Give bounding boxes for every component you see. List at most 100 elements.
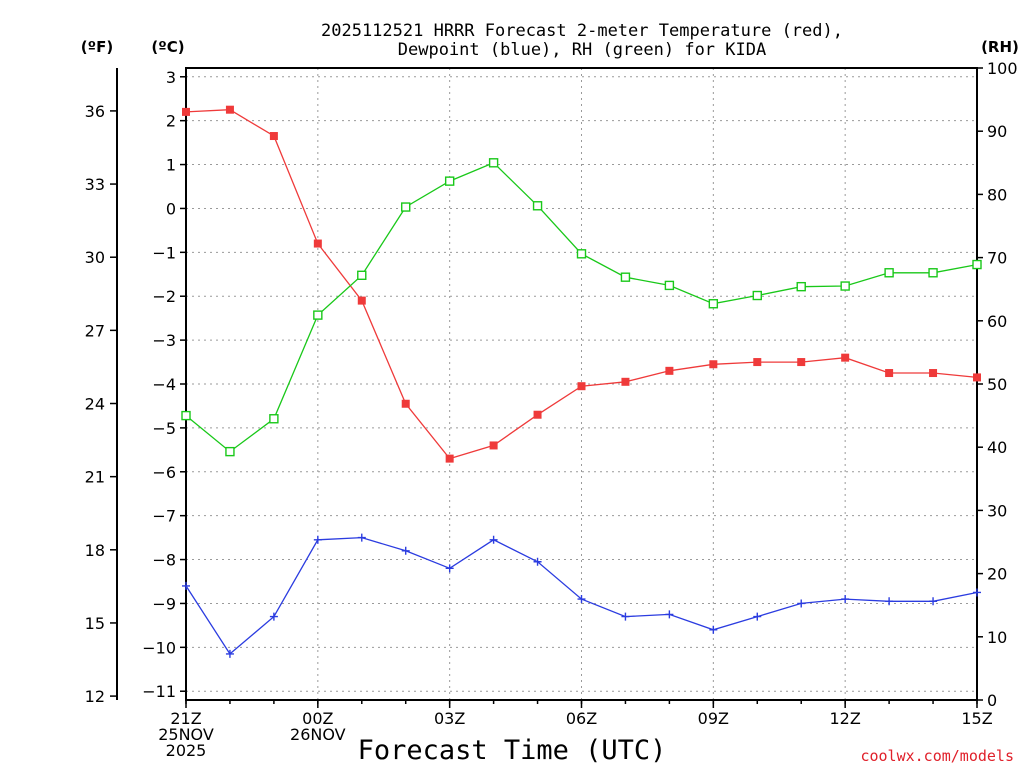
temperature-point <box>269 132 278 141</box>
fahrenheit-unit-label: (ºF) <box>81 38 113 56</box>
rh-unit-label: (RH) <box>981 38 1019 56</box>
rh-tick-label: 50 <box>987 375 1007 394</box>
dewpoint-point <box>577 595 586 604</box>
rh-tick-label: 30 <box>987 501 1007 520</box>
celsius-tick-label: −1 <box>152 243 176 262</box>
temperature-point <box>973 373 981 382</box>
axes: 3210−1−2−3−4−5−6−7−8−9−10−11363330272421… <box>85 59 1018 760</box>
x-tick-label: 09Z <box>698 709 729 728</box>
dewpoint-point <box>929 597 938 606</box>
rh-point <box>840 281 850 291</box>
rh-tick-label: 100 <box>987 59 1018 78</box>
rh-tick-label: 20 <box>987 565 1007 584</box>
celsius-tick-label: 3 <box>166 68 176 87</box>
rh-tick-label: 60 <box>987 312 1007 331</box>
dewpoint-point <box>797 599 806 608</box>
rh-point <box>532 201 543 211</box>
temperature-point <box>753 358 762 367</box>
chart-title-line-1: 2025112521 HRRR Forecast 2-meter Tempera… <box>321 21 843 41</box>
rh-point <box>357 270 367 280</box>
x-tick-label: 26NOV <box>290 725 346 744</box>
fahrenheit-tick-label: 27 <box>85 321 105 340</box>
dewpoint-point <box>269 612 278 621</box>
dewpoint-point <box>709 625 718 634</box>
celsius-tick-label: −8 <box>152 551 176 570</box>
fahrenheit-tick-label: 24 <box>85 395 105 414</box>
dewpoint-point <box>182 581 190 590</box>
celsius-tick-label: 0 <box>166 199 176 218</box>
dewpoint-point <box>401 546 410 555</box>
dewpoint-point <box>357 533 366 542</box>
temperature-point <box>533 410 542 419</box>
celsius-tick-label: −4 <box>152 375 176 394</box>
rh-tick-label: 0 <box>987 691 997 710</box>
temperature-point <box>489 441 498 450</box>
dewpoint-point <box>533 557 542 566</box>
temperature-point <box>225 105 234 114</box>
x-tick-label: 2025 <box>166 741 207 760</box>
temperature-point <box>313 239 322 248</box>
x-tick-label: 06Z <box>566 709 597 728</box>
rh-point <box>972 259 982 270</box>
temperature-point <box>885 369 894 378</box>
title: 2025112521 HRRR Forecast 2-meter Tempera… <box>321 21 843 60</box>
dewpoint-point <box>885 597 894 606</box>
celsius-tick-label: −7 <box>152 507 176 526</box>
rh-point <box>401 202 411 212</box>
rh-point <box>488 158 499 168</box>
x-tick-label: 00Z <box>302 709 333 728</box>
temperature-point <box>797 358 806 367</box>
rh-tick-label: 40 <box>987 438 1007 457</box>
temperature-point <box>357 296 366 305</box>
dewpoint-point <box>313 535 322 544</box>
chart-title-line-2: Dewpoint (blue), RH (green) for KIDA <box>398 40 766 60</box>
dewpoint-point <box>973 588 981 597</box>
rh-point <box>313 310 323 320</box>
fahrenheit-tick-label: 36 <box>85 102 105 121</box>
x-tick-label: 03Z <box>434 709 465 728</box>
x-axis-label: Forecast Time (UTC) <box>358 735 667 766</box>
data-series <box>181 105 982 658</box>
rh-point <box>928 268 938 278</box>
temperature-point <box>665 366 674 375</box>
temperature-point <box>929 369 938 378</box>
celsius-tick-label: −5 <box>152 419 176 438</box>
rh-tick-label: 70 <box>987 249 1007 268</box>
rh-point <box>796 281 806 292</box>
fahrenheit-tick-label: 15 <box>85 614 105 633</box>
dewpoint-point <box>225 649 234 658</box>
celsius-tick-label: −6 <box>152 463 176 482</box>
x-tick-label: 15Z <box>961 709 992 728</box>
credit-text: coolwx.com/models <box>860 747 1014 765</box>
temperature-point <box>577 382 586 391</box>
celsius-tick-label: −3 <box>152 331 176 350</box>
rh-point <box>620 272 631 282</box>
rh-point <box>576 249 587 259</box>
rh-point <box>181 410 191 421</box>
rh-point <box>444 176 455 186</box>
celsius-tick-label: 1 <box>166 156 176 175</box>
dewpoint-point <box>445 564 454 573</box>
x-tick-label: 21Z <box>170 709 201 728</box>
rh-tick-label: 80 <box>987 185 1007 204</box>
rh-point <box>225 446 235 457</box>
x-tick-label: 12Z <box>830 709 861 728</box>
fahrenheit-tick-label: 30 <box>85 248 105 267</box>
celsius-tick-label: −11 <box>142 682 176 701</box>
dewpoint-point <box>841 595 850 604</box>
rh-point <box>884 268 894 278</box>
x-tick-label: 25NOV <box>158 725 214 744</box>
temperature-point <box>709 360 718 369</box>
fahrenheit-tick-label: 18 <box>85 541 105 560</box>
celsius-tick-label: −9 <box>152 594 176 613</box>
dewpoint-point <box>753 612 762 621</box>
rh-point <box>752 290 762 301</box>
rh-point <box>708 299 719 309</box>
dewpoint-point <box>665 610 674 619</box>
temperature-point <box>182 107 190 116</box>
celsius-unit-label: (ºC) <box>151 38 184 56</box>
rh-tick-label: 10 <box>987 628 1007 647</box>
temperature-point <box>621 377 630 386</box>
celsius-tick-label: −10 <box>142 638 176 657</box>
